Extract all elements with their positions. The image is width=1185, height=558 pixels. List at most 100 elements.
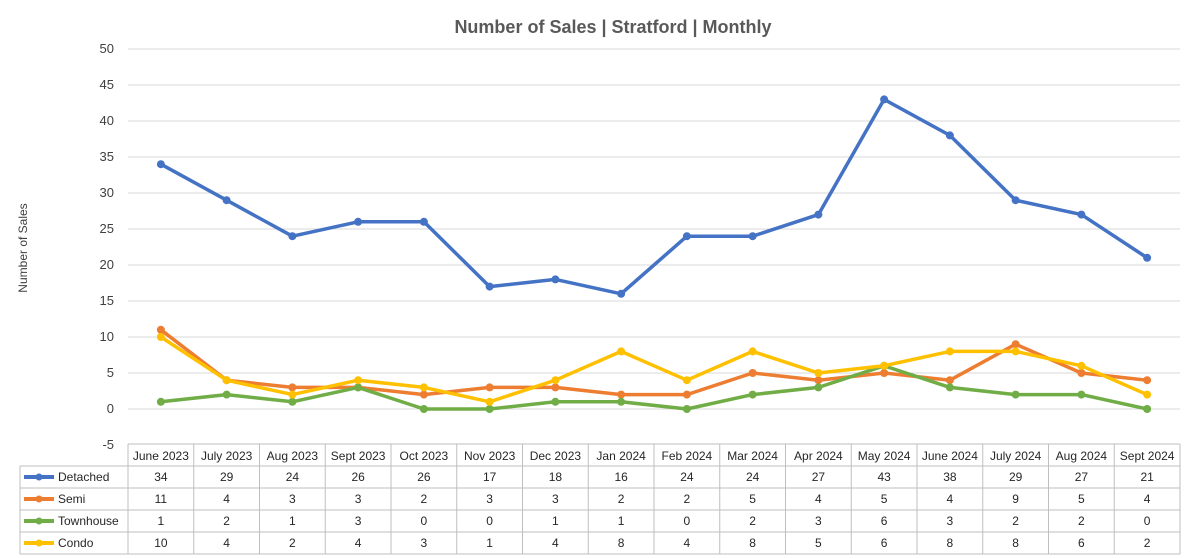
data-point <box>1077 390 1086 399</box>
data-table-cell: 3 <box>355 492 362 506</box>
data-table-cell: 1 <box>289 514 296 528</box>
legend-label: Townhouse <box>58 514 119 528</box>
data-table-cell: 5 <box>815 536 822 550</box>
data-point <box>222 376 231 385</box>
data-table-cell: 16 <box>614 470 628 484</box>
data-point <box>880 361 889 370</box>
data-table-cell: 3 <box>421 536 428 550</box>
data-table-cell: 1 <box>158 514 165 528</box>
data-table-cell: 2 <box>749 514 756 528</box>
data-point <box>682 405 691 413</box>
data-point <box>1077 210 1086 219</box>
data-table-cell: 2 <box>1078 514 1085 528</box>
data-point <box>814 383 823 392</box>
data-table-cell: 6 <box>881 536 888 550</box>
data-point <box>617 347 626 356</box>
data-point <box>1077 369 1086 377</box>
data-table-cell: 2 <box>1144 536 1151 550</box>
legend-label: Detached <box>58 470 109 484</box>
data-point <box>485 405 494 413</box>
data-point <box>288 390 297 399</box>
series-lines <box>156 95 1152 413</box>
data-table-cell: 0 <box>421 514 428 528</box>
data-table-cell: 3 <box>947 514 954 528</box>
data-point <box>288 397 297 406</box>
data-table-cell: 1 <box>486 536 493 550</box>
data-point <box>419 383 428 392</box>
data-table-cell: 10 <box>154 536 168 550</box>
series-condo <box>156 333 1152 406</box>
data-point <box>1143 253 1152 262</box>
series-detached <box>156 95 1152 298</box>
data-point <box>485 282 494 291</box>
data-table-cell: 17 <box>483 470 497 484</box>
data-table-cell: 4 <box>815 492 822 506</box>
data-table-cell: 27 <box>812 470 826 484</box>
legend-key-marker <box>35 539 43 547</box>
legend-key-marker <box>35 473 43 481</box>
data-point <box>1011 390 1020 399</box>
data-table-cell: 3 <box>486 492 493 506</box>
x-category-label: Mar 2024 <box>727 449 778 463</box>
data-table-cell: 8 <box>618 536 625 550</box>
x-category-label: Dec 2023 <box>530 449 582 463</box>
data-table-cell: 2 <box>1012 514 1019 528</box>
data-table-cell: 4 <box>355 536 362 550</box>
x-category-label: Apr 2024 <box>794 449 843 463</box>
data-table-cell: 6 <box>1078 536 1085 550</box>
data-point <box>945 131 954 140</box>
x-category-label: Nov 2023 <box>464 449 516 463</box>
data-table-cell: 24 <box>680 470 694 484</box>
data-point <box>485 397 494 406</box>
data-table-cell: 6 <box>881 514 888 528</box>
y-axis-label: Number of Sales <box>16 203 30 292</box>
x-category-label: Jan 2024 <box>596 449 646 463</box>
data-point <box>880 95 889 104</box>
data-point <box>748 232 757 241</box>
y-tick-label: 35 <box>100 149 114 164</box>
data-table-cell: 29 <box>1009 470 1023 484</box>
data-point <box>682 390 691 399</box>
x-category-label: Sept 2024 <box>1120 449 1175 463</box>
data-point <box>419 405 428 413</box>
data-point <box>682 232 691 241</box>
data-point <box>814 369 823 377</box>
data-table-cell: 5 <box>749 492 756 506</box>
x-category-label: Aug 2023 <box>267 449 319 463</box>
data-table: June 2023 July 2023 Aug 2023 Sept 2023 Oct 2… <box>19 443 1181 555</box>
data-table-cell: 4 <box>552 536 559 550</box>
y-tick-label: 5 <box>107 365 114 380</box>
gridlines <box>128 48 1180 410</box>
x-category-label: Aug 2024 <box>1056 449 1108 463</box>
data-point <box>551 383 560 392</box>
y-tick-label: 30 <box>100 185 114 200</box>
data-table-cell: 24 <box>286 470 300 484</box>
data-point <box>354 383 363 392</box>
data-table-cell: 3 <box>289 492 296 506</box>
data-point <box>682 376 691 385</box>
data-point <box>354 217 363 226</box>
data-table-cell: 1 <box>618 514 625 528</box>
data-point <box>814 376 823 385</box>
data-table-cell: 4 <box>1144 492 1151 506</box>
data-table-cell: 3 <box>552 492 559 506</box>
data-table-cell: 3 <box>815 514 822 528</box>
data-table-cell: 5 <box>881 492 888 506</box>
data-point <box>1011 196 1020 205</box>
data-table-cell: 38 <box>943 470 957 484</box>
data-point <box>1143 405 1152 413</box>
data-table-cell: 0 <box>684 514 691 528</box>
series-line <box>159 97 1149 296</box>
data-point <box>156 160 165 169</box>
data-point <box>354 376 363 385</box>
data-point <box>419 390 428 399</box>
data-point <box>814 210 823 219</box>
data-point <box>485 383 494 392</box>
legend-label: Condo <box>58 536 94 550</box>
data-table-cell: 29 <box>220 470 234 484</box>
y-tick-label: 15 <box>100 293 114 308</box>
data-point <box>288 232 297 241</box>
y-tick-label: 0 <box>107 401 114 416</box>
data-table-cell: 18 <box>549 470 563 484</box>
series-line <box>159 364 1149 411</box>
